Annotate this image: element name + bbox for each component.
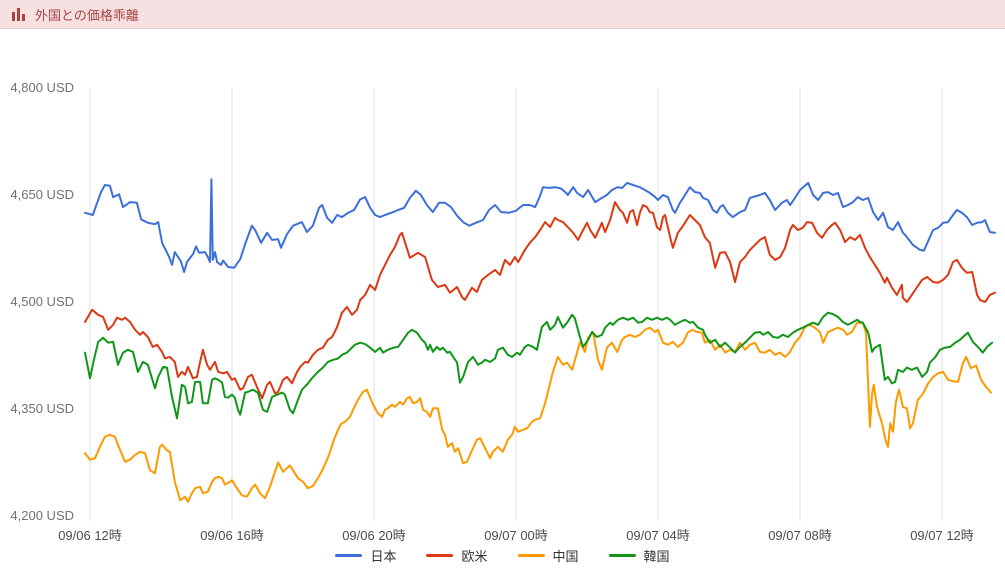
series-line-中国[interactable] [84,321,992,503]
y-axis-tick-label: 4,800 USD [10,80,74,95]
x-axis-tick-label: 09/07 04時 [626,528,690,543]
x-axis-tick-label: 09/06 20時 [342,528,406,543]
panel-header: 外国との価格乖離 [0,0,1005,29]
y-axis-tick-label: 4,500 USD [10,294,74,309]
series-line-日本[interactable] [84,178,996,273]
y-axis-tick-label: 4,350 USD [10,401,74,416]
panel-title: 外国との価格乖離 [35,7,139,23]
legend-label: 欧米 [461,549,488,564]
chart-plot-area[interactable] [0,30,1005,572]
legend-item-europe-us[interactable]: 欧米 [426,546,488,565]
china-line-swatch [517,554,545,557]
x-axis-tick-label: 09/07 12時 [910,528,974,543]
series-line-韓国[interactable] [84,311,994,420]
y-axis-tick-label: 4,650 USD [10,187,74,202]
europe-us-line-swatch [426,554,454,557]
japan-line-swatch [335,554,363,557]
series-line-欧米[interactable] [84,201,996,400]
x-axis-tick-label: 09/07 08時 [768,528,832,543]
legend-label: 中国 [552,549,579,564]
legend-item-korea[interactable]: 韓国 [608,546,670,565]
chart-legend: 日本 欧米 中国 韓国 [0,546,1005,565]
x-axis-tick-label: 09/06 12時 [58,528,122,543]
korea-line-swatch [608,554,636,557]
legend-item-china[interactable]: 中国 [517,546,579,565]
legend-item-japan[interactable]: 日本 [335,546,396,565]
y-axis-tick-label: 4,200 USD [10,508,74,523]
price-divergence-chart[interactable]: 日本 欧米 中国 韓国 09/06 12時 09/06 16時 09/06 20時 0… [0,30,1005,572]
x-axis-tick-label: 09/07 00時 [484,528,548,543]
legend-label: 韓国 [643,549,670,564]
legend-label: 日本 [370,549,397,564]
bar-chart-icon [12,7,26,21]
x-axis-tick-label: 09/06 16時 [200,528,264,543]
